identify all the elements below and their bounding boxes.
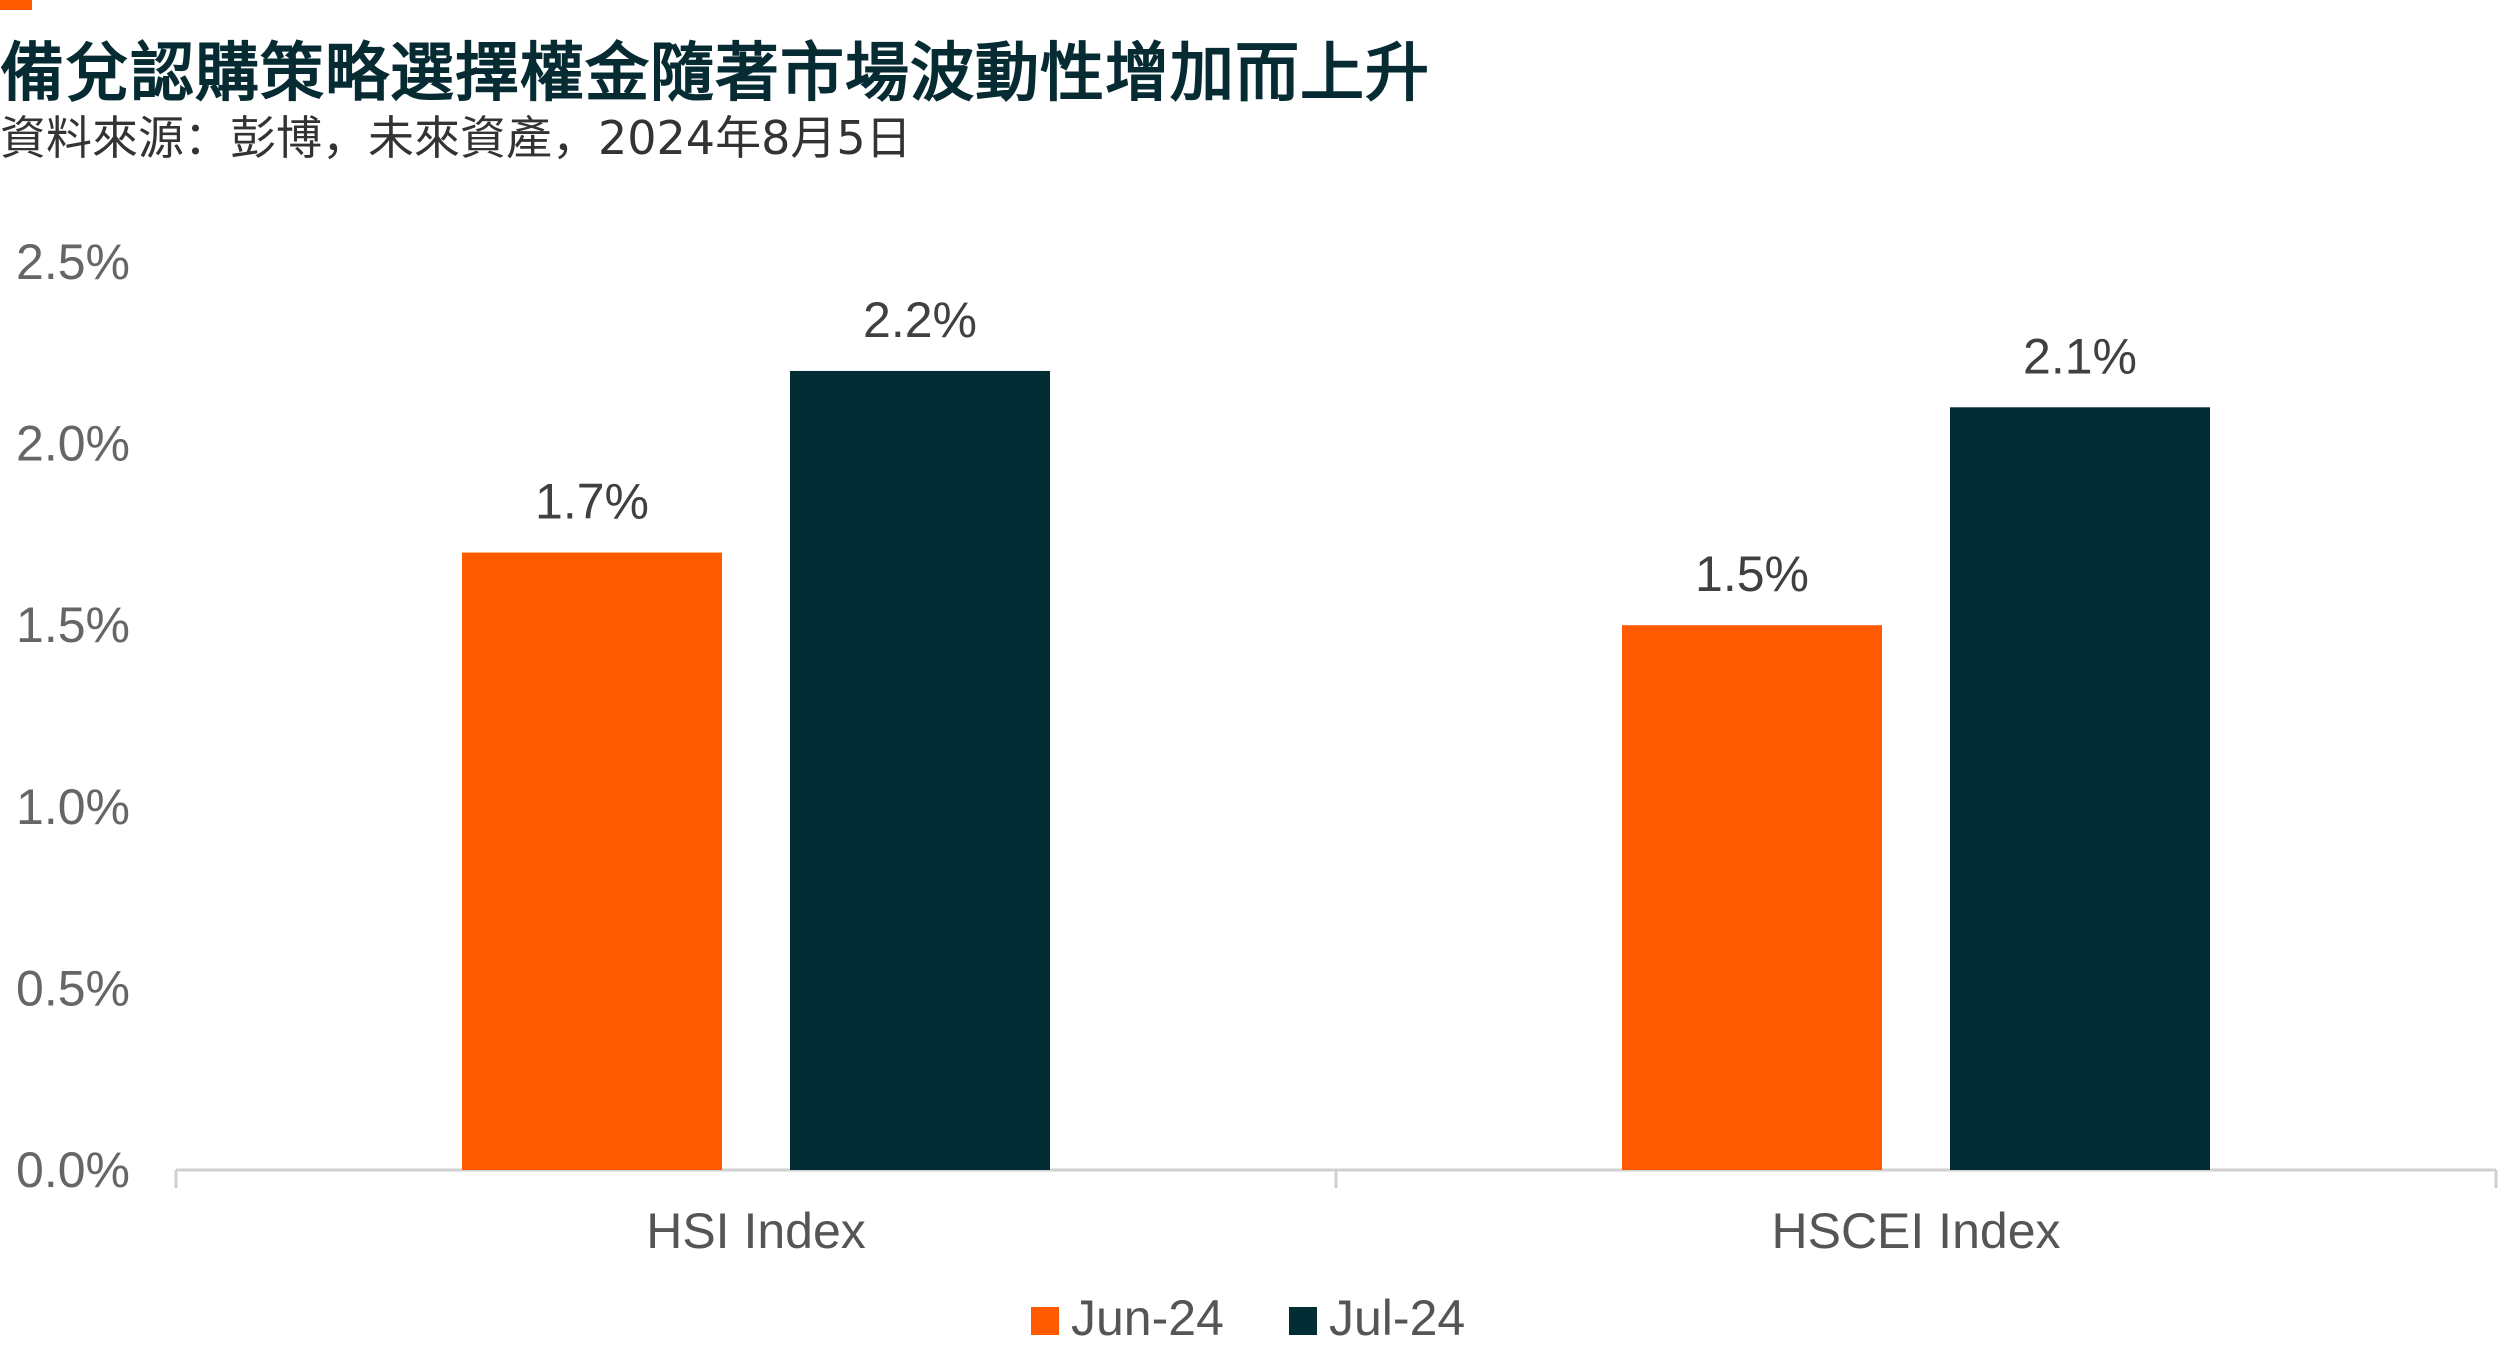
y-tick-label: 1.0% [16,779,130,835]
bar [1622,625,1882,1170]
accent-bar [0,0,32,10]
chart-title: 備兌認購策略選擇權金隨著市場波動性增加而上升 [0,37,1430,111]
legend-label: Jul-24 [1329,1290,1465,1346]
data-label: 1.5% [1695,546,1809,602]
x-category-label: HSCEI Index [1771,1203,2060,1259]
y-tick-label: 0.5% [16,960,130,1016]
x-category-label: HSI Index [646,1203,866,1259]
y-tick-label: 0.0% [16,1142,130,1198]
legend-swatch [1031,1307,1059,1335]
y-tick-label: 1.5% [16,597,130,653]
legend-label: Jun-24 [1071,1290,1224,1346]
y-tick-label: 2.5% [16,234,130,290]
chart-subtitle: 資料來源：彭博，未來資產，2024年8月5日 [0,111,912,165]
y-tick-label: 2.0% [16,416,130,472]
bar [1950,407,2210,1170]
data-label: 1.7% [535,474,649,530]
legend-swatch [1289,1307,1317,1335]
bar [462,552,722,1170]
bar [790,370,1050,1171]
data-label: 2.2% [863,292,977,348]
data-label: 2.1% [2023,328,2137,384]
